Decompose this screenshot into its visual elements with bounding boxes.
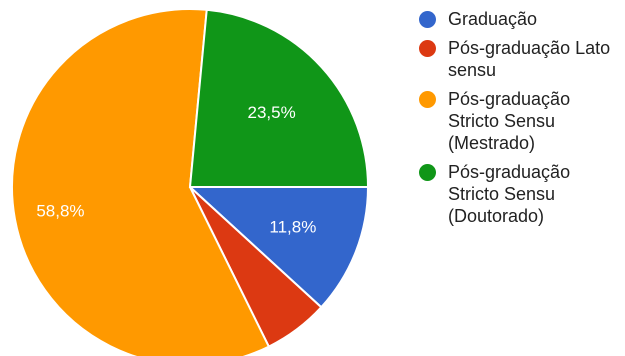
pie-slice-2[interactable] — [11, 8, 271, 356]
legend-item-doutorado[interactable]: Pós-graduação Stricto Sensu (Doutorado) — [418, 161, 625, 227]
legend-swatch-mestrado — [419, 91, 436, 108]
chart-legend: Graduação Pós-graduação Lato sensu Pós-g… — [418, 8, 625, 234]
legend-label-lato-sensu: Pós-graduação Lato sensu — [448, 38, 611, 80]
legend-label-graduacao: Graduação — [448, 9, 538, 29]
legend-swatch-doutorado — [419, 164, 436, 181]
legend-label-doutorado: Pós-graduação Stricto Sensu (Doutorado) — [448, 162, 571, 226]
legend-item-lato-sensu[interactable]: Pós-graduação Lato sensu — [418, 37, 625, 81]
legend-label-mestrado: Pós-graduação Stricto Sensu (Mestrado) — [448, 89, 571, 153]
pie-slice-label-0: 11,8% — [269, 217, 316, 236]
legend-item-graduacao[interactable]: Graduação — [418, 8, 625, 30]
legend-item-mestrado[interactable]: Pós-graduação Stricto Sensu (Mestrado) — [418, 88, 625, 154]
pie-slice-0[interactable] — [187, 186, 370, 309]
legend-swatch-lato-sensu — [419, 40, 436, 57]
legend-swatch-graduacao — [419, 11, 436, 28]
pie-slice-label-2: 58,8% — [36, 201, 84, 220]
pie-slice-3[interactable] — [188, 8, 370, 188]
pie-slice-label-3: 23,5% — [248, 103, 296, 122]
